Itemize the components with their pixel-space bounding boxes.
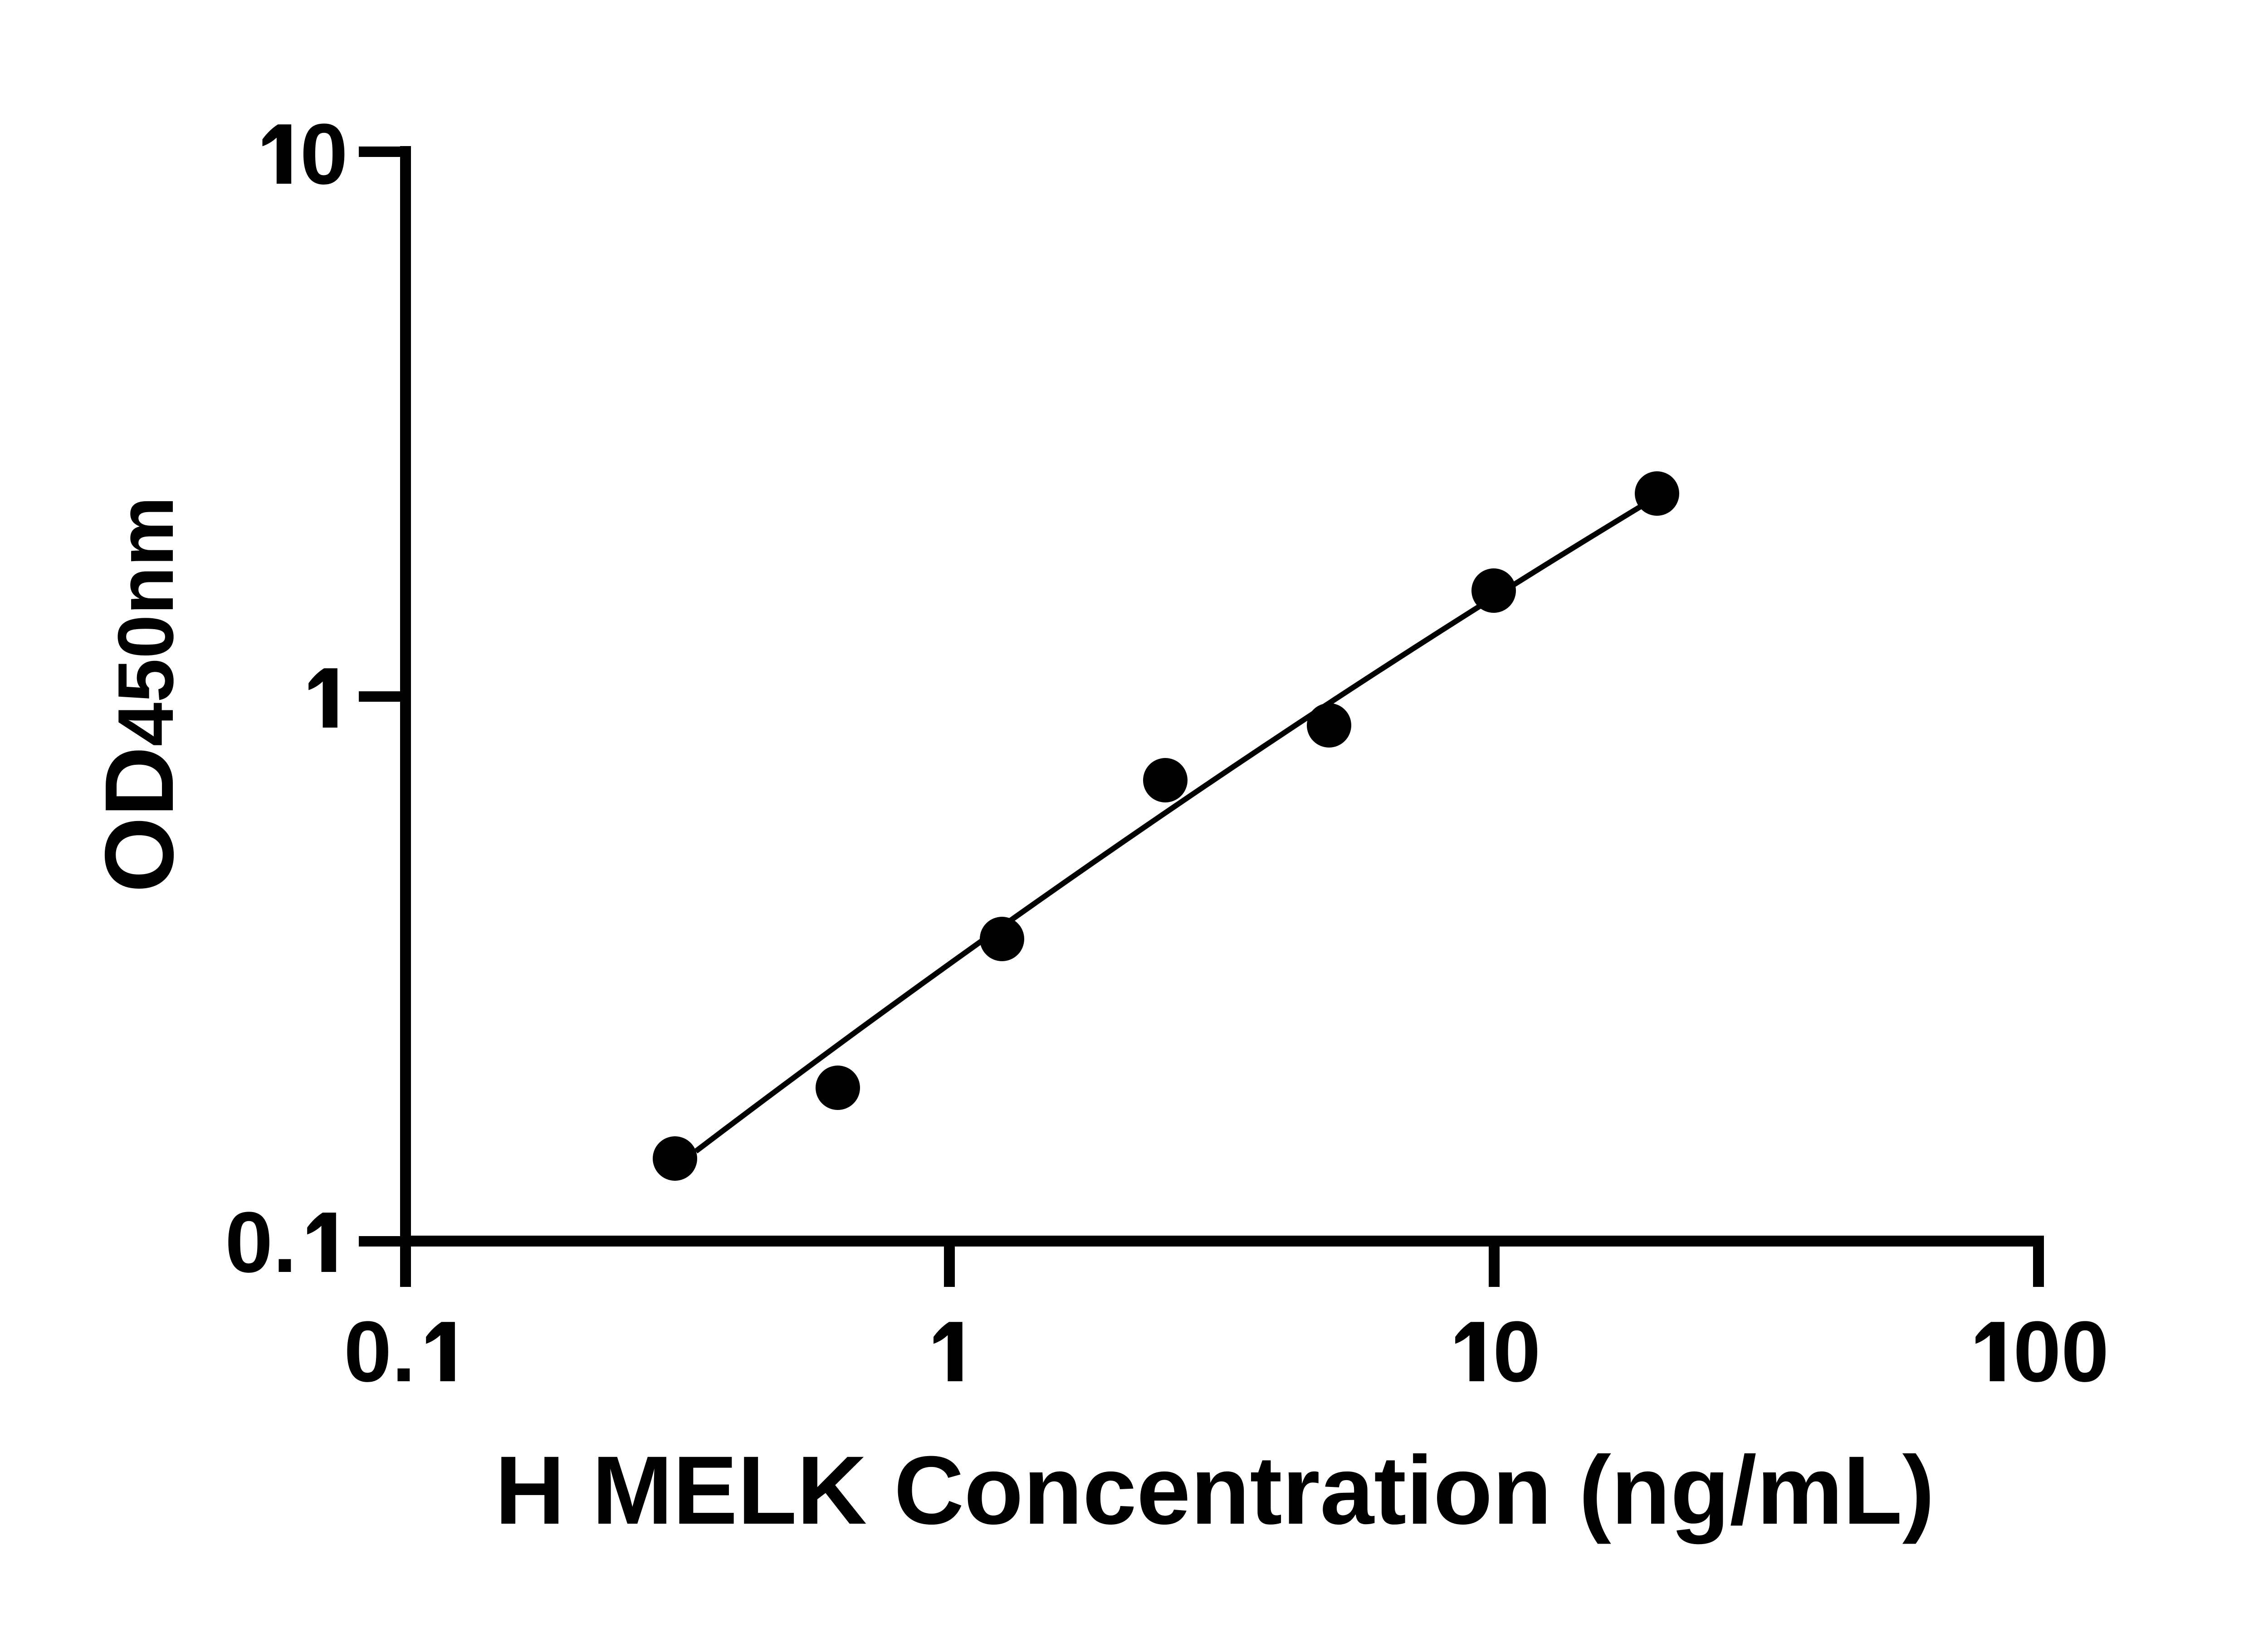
svg-text:OD450nm: OD450nm — [84, 496, 194, 893]
svg-text:H MELK Concentration (ng/mL): H MELK Concentration (ng/mL) — [495, 1436, 1935, 1545]
svg-text:0: 0 — [300, 106, 348, 202]
svg-text:0.: 0. — [225, 1194, 297, 1291]
svg-text:0: 0 — [1493, 1304, 1541, 1400]
svg-text:00: 00 — [2013, 1304, 2109, 1400]
svg-text:0.: 0. — [344, 1304, 415, 1400]
